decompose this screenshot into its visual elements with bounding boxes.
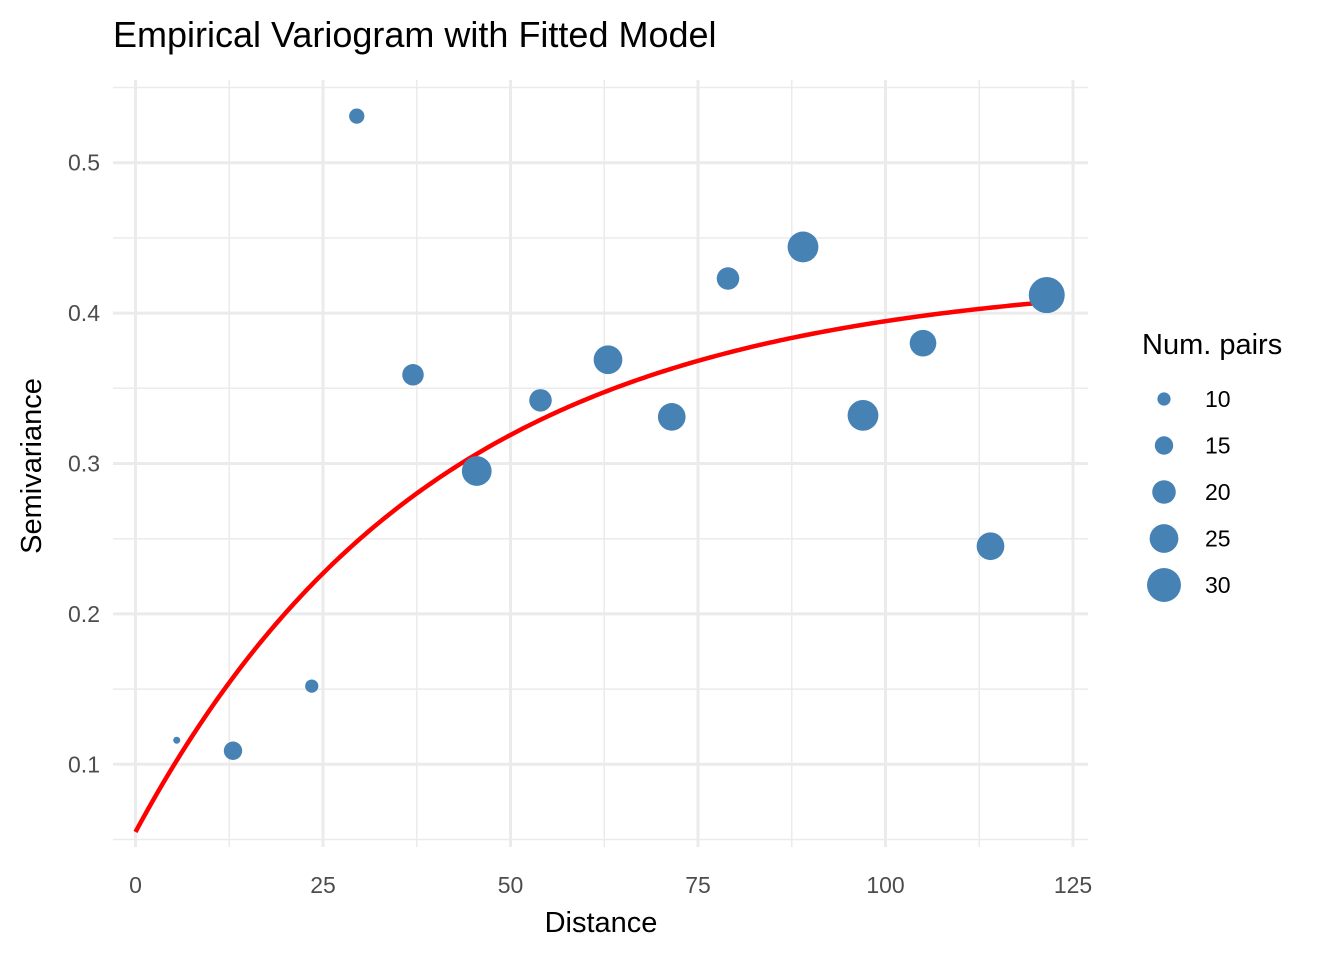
legend-key	[1154, 436, 1174, 455]
points-layer	[173, 108, 1065, 760]
data-point	[976, 532, 1005, 561]
data-point	[173, 736, 181, 744]
legend-label: 30	[1205, 572, 1231, 598]
data-point	[461, 456, 492, 486]
x-axis-title: Distance	[545, 907, 658, 939]
y-tick-label: 0.4	[68, 300, 100, 326]
x-tick-label: 0	[129, 872, 142, 898]
y-axis-title: Semivariance	[16, 378, 48, 554]
data-point	[847, 399, 879, 431]
y-tick-label: 0.5	[68, 150, 100, 176]
legend-label: 20	[1205, 479, 1231, 505]
legend-key	[1147, 568, 1181, 602]
grid	[113, 80, 1088, 847]
legend-label: 15	[1205, 433, 1231, 459]
fitted-model-line	[133, 299, 1047, 834]
y-tick-label: 0.2	[68, 601, 100, 627]
legend-title: Num. pairs	[1142, 329, 1282, 361]
data-point	[529, 389, 552, 412]
tick-labels: 0 25 50 75 100 125 0.1 0.2 0.3 0.4 0.5	[68, 150, 1092, 898]
data-point	[223, 741, 243, 760]
data-point	[657, 403, 686, 431]
data-point	[1028, 277, 1065, 314]
data-point	[402, 364, 424, 386]
data-point	[593, 345, 623, 375]
y-tick-label: 0.1	[68, 751, 100, 777]
fitted-model-layer	[133, 299, 1047, 834]
data-point	[787, 231, 819, 263]
legend: Num. pairs 10 15 20 25 30	[1142, 329, 1282, 602]
legend-label: 25	[1205, 526, 1231, 552]
x-tick-label: 50	[498, 872, 524, 898]
data-point	[305, 679, 319, 693]
x-tick-label: 25	[310, 872, 336, 898]
data-point	[716, 267, 740, 290]
x-tick-label: 100	[866, 872, 904, 898]
y-tick-label: 0.3	[68, 451, 100, 477]
x-tick-label: 125	[1054, 872, 1092, 898]
legend-key	[1149, 524, 1179, 553]
x-tick-label: 75	[685, 872, 711, 898]
legend-key	[1152, 480, 1176, 504]
legend-label: 10	[1205, 386, 1231, 412]
chart-title: Empirical Variogram with Fitted Model	[113, 14, 717, 55]
data-point	[909, 329, 937, 357]
legend-key	[1157, 392, 1171, 406]
data-point	[349, 108, 365, 124]
